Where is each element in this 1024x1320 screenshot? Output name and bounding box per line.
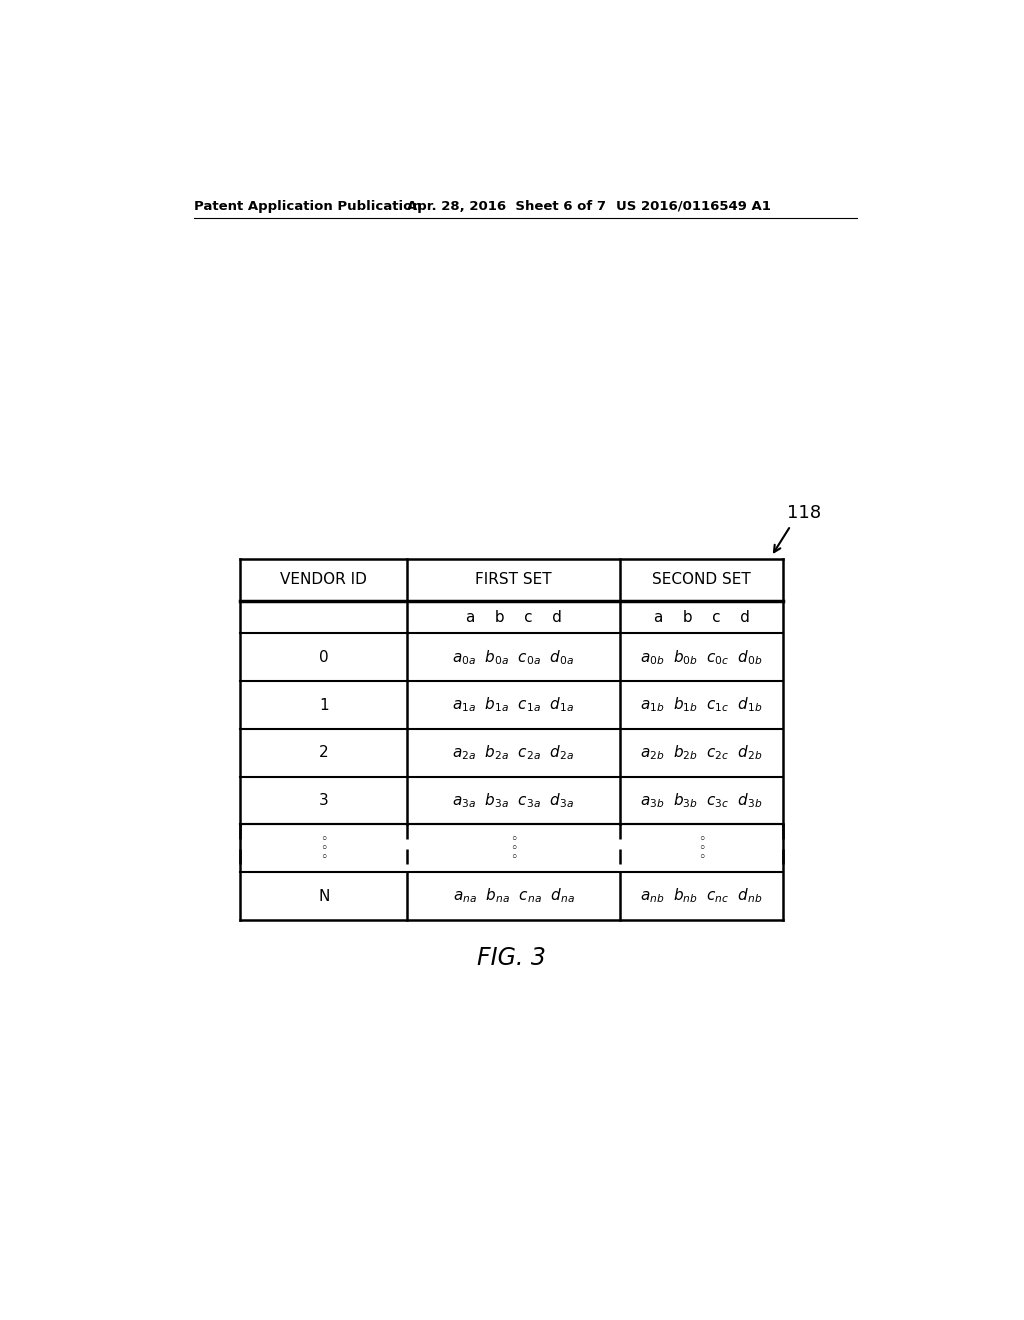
Text: ◦: ◦: [510, 851, 517, 865]
Text: FIRST SET: FIRST SET: [475, 573, 552, 587]
Text: $a_{2a}$  $b_{2a}$  $c_{2a}$  $d_{2a}$: $a_{2a}$ $b_{2a}$ $c_{2a}$ $d_{2a}$: [453, 743, 574, 762]
Text: $a_{3a}$  $b_{3a}$  $c_{3a}$  $d_{3a}$: $a_{3a}$ $b_{3a}$ $c_{3a}$ $d_{3a}$: [453, 791, 574, 810]
Text: ◦: ◦: [319, 842, 328, 855]
Text: $a_{0a}$  $b_{0a}$  $c_{0a}$  $d_{0a}$: $a_{0a}$ $b_{0a}$ $c_{0a}$ $d_{0a}$: [453, 648, 574, 667]
Text: 0: 0: [318, 649, 329, 665]
Text: US 2016/0116549 A1: US 2016/0116549 A1: [616, 199, 771, 213]
Text: ◦: ◦: [319, 833, 328, 846]
Text: ◦: ◦: [510, 842, 517, 855]
Text: 1: 1: [318, 697, 329, 713]
Text: VENDOR ID: VENDOR ID: [281, 573, 368, 587]
Text: $a_{2b}$  $b_{2b}$  $c_{2c}$  $d_{2b}$: $a_{2b}$ $b_{2b}$ $c_{2c}$ $d_{2b}$: [640, 743, 763, 762]
Text: SECOND SET: SECOND SET: [652, 573, 751, 587]
Text: 118: 118: [786, 504, 821, 521]
Text: a    b    c    d: a b c d: [653, 610, 750, 624]
Text: Patent Application Publication: Patent Application Publication: [194, 199, 422, 213]
Text: $a_{nb}$  $b_{nb}$  $c_{nc}$  $d_{nb}$: $a_{nb}$ $b_{nb}$ $c_{nc}$ $d_{nb}$: [640, 887, 763, 906]
Text: $a_{na}$  $b_{na}$  $c_{na}$  $d_{na}$: $a_{na}$ $b_{na}$ $c_{na}$ $d_{na}$: [453, 887, 574, 906]
Text: Apr. 28, 2016  Sheet 6 of 7: Apr. 28, 2016 Sheet 6 of 7: [407, 199, 606, 213]
Text: ◦: ◦: [697, 833, 706, 846]
Text: ◦: ◦: [697, 851, 706, 865]
Text: $a_{0b}$  $b_{0b}$  $c_{0c}$  $d_{0b}$: $a_{0b}$ $b_{0b}$ $c_{0c}$ $d_{0b}$: [640, 648, 763, 667]
Text: ◦: ◦: [319, 851, 328, 865]
Text: N: N: [318, 888, 330, 904]
Text: a    b    c    d: a b c d: [466, 610, 561, 624]
Text: $a_{1a}$  $b_{1a}$  $c_{1a}$  $d_{1a}$: $a_{1a}$ $b_{1a}$ $c_{1a}$ $d_{1a}$: [453, 696, 574, 714]
Text: $a_{3b}$  $b_{3b}$  $c_{3c}$  $d_{3b}$: $a_{3b}$ $b_{3b}$ $c_{3c}$ $d_{3b}$: [640, 791, 763, 810]
Text: $a_{1b}$  $b_{1b}$  $c_{1c}$  $d_{1b}$: $a_{1b}$ $b_{1b}$ $c_{1c}$ $d_{1b}$: [640, 696, 763, 714]
Text: ◦: ◦: [510, 833, 517, 846]
Text: FIG. 3: FIG. 3: [477, 946, 546, 970]
Text: ◦: ◦: [697, 842, 706, 855]
Text: 3: 3: [318, 793, 329, 808]
Text: 2: 2: [318, 746, 329, 760]
